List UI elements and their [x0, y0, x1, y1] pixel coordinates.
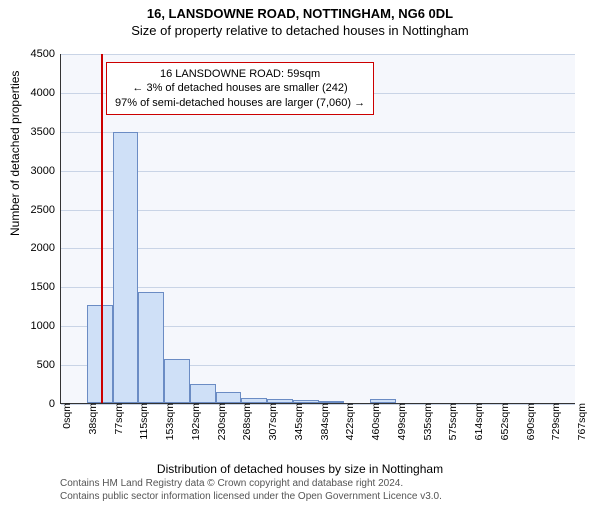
- x-tick-label: 614sqm: [469, 403, 485, 440]
- histogram-bar: [138, 292, 164, 403]
- annotation-box: 16 LANSDOWNE ROAD: 59sqm← 3% of detached…: [106, 62, 374, 115]
- page-title: 16, LANSDOWNE ROAD, NOTTINGHAM, NG6 0DL: [0, 6, 600, 21]
- plot-area: 0500100015002000250030003500400045000sqm…: [60, 54, 575, 404]
- annotation-line: ← 3% of detached houses are smaller (242…: [115, 81, 365, 95]
- x-tick-label: 77sqm: [109, 403, 125, 435]
- x-tick-label: 230sqm: [212, 403, 228, 440]
- page-subtitle: Size of property relative to detached ho…: [0, 23, 600, 38]
- x-tick-label: 38sqm: [83, 403, 99, 435]
- histogram-bar: [113, 132, 139, 403]
- y-tick-label: 3000: [31, 165, 61, 177]
- x-tick-label: 384sqm: [315, 403, 331, 440]
- x-tick-label: 575sqm: [443, 403, 459, 440]
- y-tick-label: 1500: [31, 281, 61, 293]
- y-tick-label: 4500: [31, 48, 61, 60]
- y-axis-label: Number of detached properties: [8, 71, 22, 236]
- y-tick-label: 1000: [31, 320, 61, 332]
- histogram-bar: [164, 359, 190, 403]
- x-axis-label: Distribution of detached houses by size …: [0, 462, 600, 476]
- annotation-line: 97% of semi-detached houses are larger (…: [115, 96, 365, 110]
- x-tick-label: 767sqm: [572, 403, 588, 440]
- x-tick-label: 153sqm: [160, 403, 176, 440]
- title-area: 16, LANSDOWNE ROAD, NOTTINGHAM, NG6 0DL …: [0, 6, 600, 38]
- x-tick-label: 499sqm: [392, 403, 408, 440]
- x-tick-label: 422sqm: [340, 403, 356, 440]
- footer-line-1: Contains HM Land Registry data © Crown c…: [60, 478, 442, 491]
- x-tick-label: 192sqm: [186, 403, 202, 440]
- chart: 0500100015002000250030003500400045000sqm…: [60, 54, 575, 424]
- x-tick-label: 652sqm: [495, 403, 511, 440]
- y-tick-label: 500: [37, 359, 61, 371]
- x-tick-label: 690sqm: [521, 403, 537, 440]
- y-tick-label: 2000: [31, 242, 61, 254]
- histogram-bar: [190, 384, 216, 403]
- footer-line-2: Contains public sector information licen…: [60, 491, 442, 504]
- annotation-line: 16 LANSDOWNE ROAD: 59sqm: [115, 67, 365, 81]
- x-tick-label: 535sqm: [418, 403, 434, 440]
- histogram-bar: [216, 392, 242, 403]
- x-tick-label: 460sqm: [366, 403, 382, 440]
- y-tick-label: 3500: [31, 126, 61, 138]
- gridline: [61, 54, 575, 55]
- y-tick-label: 4000: [31, 87, 61, 99]
- x-tick-label: 729sqm: [546, 403, 562, 440]
- x-tick-label: 0sqm: [57, 403, 73, 429]
- x-tick-label: 268sqm: [237, 403, 253, 440]
- y-tick-label: 2500: [31, 204, 61, 216]
- footer: Contains HM Land Registry data © Crown c…: [60, 478, 442, 503]
- marker-line: [101, 54, 103, 403]
- x-tick-label: 345sqm: [289, 403, 305, 440]
- x-tick-label: 115sqm: [134, 403, 150, 440]
- x-tick-label: 307sqm: [263, 403, 279, 440]
